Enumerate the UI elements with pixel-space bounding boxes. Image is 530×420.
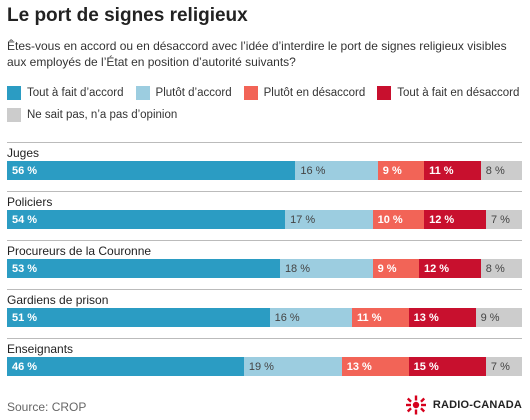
brand: RADIO-CANADA xyxy=(403,395,522,415)
chart-title: Le port de signes religieux xyxy=(7,5,248,26)
data-label: 46 % xyxy=(12,360,38,373)
data-label: 15 % xyxy=(413,360,439,373)
bar-segment: 51 % xyxy=(7,308,270,327)
data-label: 7 % xyxy=(490,360,510,373)
bar-segment: 11 % xyxy=(352,308,409,327)
stacked-bar: 53 % 18 % 9 % 12 % 8 % xyxy=(7,259,522,278)
group-divider xyxy=(7,142,522,143)
stacked-bar: 54 % 17 % 10 % 12 % 7 % xyxy=(7,210,522,229)
category-label: Procureurs de la Couronne xyxy=(7,244,152,258)
chart-subtitle: Êtes-vous en accord ou en désaccord avec… xyxy=(7,39,507,69)
brand-name: RADIO-CANADA xyxy=(432,399,522,411)
legend-label: Plutôt en désaccord xyxy=(263,87,366,99)
legend-label: Ne sait pas, n’a pas d’opinion xyxy=(27,109,178,121)
legend-row-2: Ne sait pas, n’a pas d’opinion xyxy=(7,105,527,125)
legend-label: Tout à fait en désaccord xyxy=(397,87,520,99)
data-label: 16 % xyxy=(300,164,326,177)
category-label: Enseignants xyxy=(7,342,74,356)
bar-segment: 17 % xyxy=(285,210,373,229)
category-label: Juges xyxy=(7,146,40,160)
legend-swatch xyxy=(243,86,258,100)
radio-canada-logo-icon xyxy=(405,395,426,415)
bar-segment: 56 % xyxy=(7,161,296,180)
bar-segment: 13 % xyxy=(408,308,476,327)
data-label: 12 % xyxy=(429,213,455,226)
group-divider xyxy=(7,338,522,339)
data-label: 9 % xyxy=(382,164,402,177)
bar-segment: 12 % xyxy=(424,210,486,229)
legend-swatch xyxy=(7,86,21,100)
group-divider xyxy=(7,289,522,290)
bar-segment: 53 % xyxy=(7,259,280,278)
data-label: 12 % xyxy=(423,262,450,275)
data-label: 8 % xyxy=(485,262,505,275)
bar-segment: 18 % xyxy=(279,259,373,278)
data-label: 17 % xyxy=(290,213,316,226)
bar-segment: 9 % xyxy=(475,308,522,327)
bar-segment: 11 % xyxy=(424,161,481,180)
legend-label: Plutôt d’accord xyxy=(155,87,232,99)
data-label: 54 % xyxy=(12,213,38,226)
legend-swatch xyxy=(135,86,150,100)
data-label: 7 % xyxy=(490,213,510,226)
stacked-bar: 56 % 16 % 9 % 11 % 8 % xyxy=(7,161,522,180)
data-label: 16 % xyxy=(274,311,300,324)
legend-item-plutot-desaccord: Plutôt en désaccord xyxy=(243,86,366,100)
data-label: 11 % xyxy=(429,164,454,177)
data-label: 19 % xyxy=(248,360,274,373)
data-label: 9 % xyxy=(377,262,397,275)
data-label: 13 % xyxy=(346,360,372,373)
bar-segment: 13 % xyxy=(341,357,409,376)
group-divider xyxy=(7,240,522,241)
bar-segment: 7 % xyxy=(485,210,522,229)
legend-item-ne-sait-pas: Ne sait pas, n’a pas d’opinion xyxy=(7,108,177,122)
legend-item-plutot-accord: Plutôt d’accord xyxy=(135,86,232,100)
data-label: 51 % xyxy=(12,311,38,324)
legend-swatch xyxy=(377,86,392,100)
legend-label: Tout à fait d’accord xyxy=(27,87,124,99)
data-label: 56 % xyxy=(12,164,38,177)
bar-segment: 16 % xyxy=(269,308,353,327)
category-label: Gardiens de prison xyxy=(7,293,109,307)
data-label: 10 % xyxy=(377,213,403,226)
stacked-bar: 46 % 19 % 13 % 15 % 7 % xyxy=(7,357,522,376)
stacked-bar: 51 % 16 % 11 % 13 % 9 % xyxy=(7,308,522,327)
bar-segment: 54 % xyxy=(7,210,286,229)
bar-segment: 46 % xyxy=(7,357,244,376)
source-note: Source: CROP xyxy=(7,400,87,414)
bar-segment: 10 % xyxy=(372,210,425,229)
bar-segment: 16 % xyxy=(295,161,378,180)
data-label: 11 % xyxy=(357,311,382,324)
bar-segment: 7 % xyxy=(485,357,522,376)
legend-swatch xyxy=(7,108,21,122)
bar-segment: 8 % xyxy=(480,259,522,278)
bar-segment: 19 % xyxy=(243,357,342,376)
data-label: 8 % xyxy=(485,164,505,177)
category-label: Policiers xyxy=(7,195,53,209)
bar-segment: 9 % xyxy=(372,259,419,278)
bar-segment: 12 % xyxy=(418,259,481,278)
chart-legend: Tout à fait d’accord Plutôt d’accord Plu… xyxy=(7,83,527,125)
data-label: 53 % xyxy=(12,262,38,275)
data-label: 13 % xyxy=(413,311,439,324)
bar-segment: 15 % xyxy=(408,357,486,376)
data-label: 9 % xyxy=(480,311,500,324)
bar-segment: 9 % xyxy=(377,161,425,180)
legend-row-1: Tout à fait d’accord Plutôt d’accord Plu… xyxy=(7,83,527,103)
legend-item-tout-a-fait-accord: Tout à fait d’accord xyxy=(7,86,124,100)
group-divider xyxy=(7,191,522,192)
bar-segment: 8 % xyxy=(480,161,522,180)
legend-item-tout-a-fait-desaccord: Tout à fait en désaccord xyxy=(377,86,519,100)
data-label: 18 % xyxy=(284,262,311,275)
